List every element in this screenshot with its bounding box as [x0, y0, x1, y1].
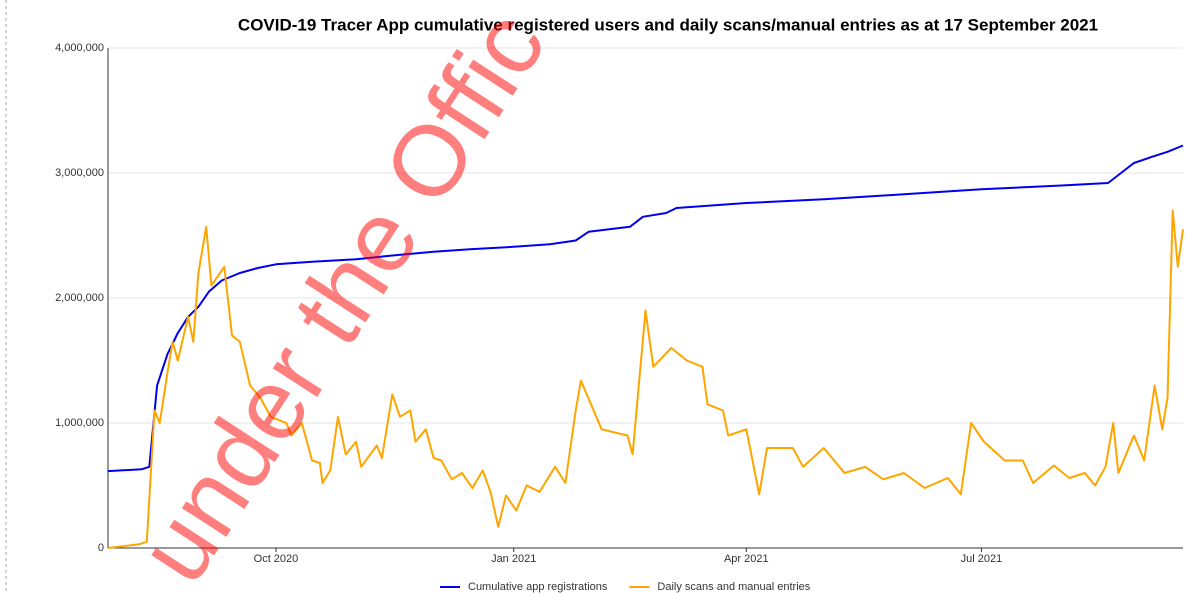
y-tick-label: 4,000,000 [55, 42, 104, 54]
watermark: under the Offic [117, 0, 567, 593]
x-tick-label: Jan 2021 [491, 553, 536, 565]
x-tick-label: Jul 2021 [961, 553, 1003, 565]
y-tick-label: 3,000,000 [55, 167, 104, 179]
y-tick-label: 2,000,000 [55, 292, 104, 304]
y-tick-label: 1,000,000 [55, 417, 104, 429]
legend-label: Cumulative app registrations [468, 581, 608, 593]
x-tick-label: Oct 2020 [254, 553, 299, 565]
x-tick-label: Apr 2021 [724, 553, 769, 565]
series-line [107, 209, 1184, 549]
y-tick-label: 0 [98, 542, 104, 554]
chart-title: COVID-19 Tracer App cumulative registere… [238, 15, 1098, 34]
legend-label: Daily scans and manual entries [657, 581, 810, 593]
